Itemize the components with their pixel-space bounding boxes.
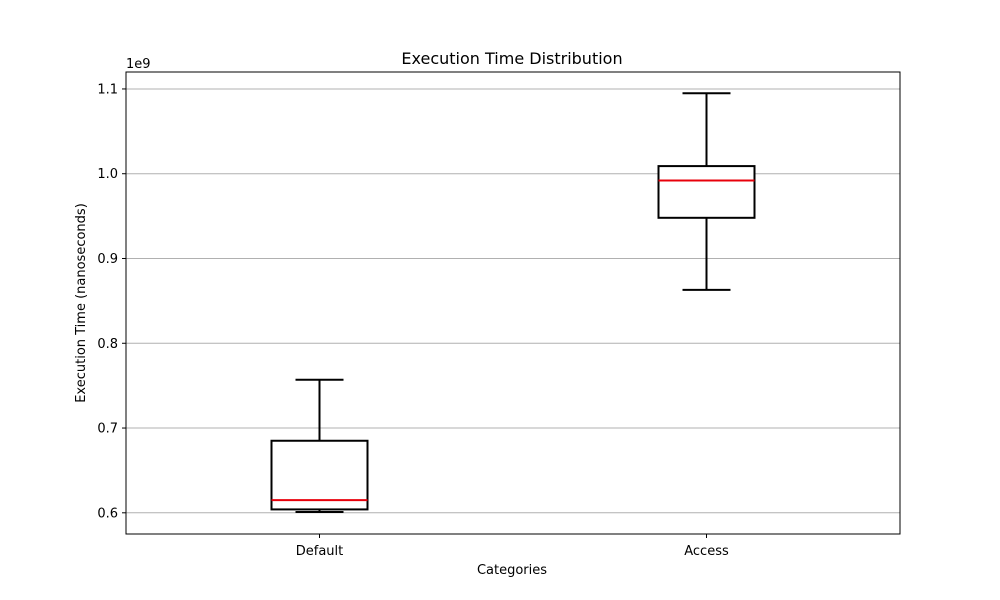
- y-offset-label: 1e9: [126, 57, 151, 72]
- y-tick-label: 0.9: [97, 252, 118, 267]
- box-access: [657, 92, 756, 291]
- x-axis-ticks: Default Access: [296, 534, 729, 559]
- x-tick-label: Access: [684, 544, 729, 559]
- boxes: [270, 92, 756, 513]
- iqr-box: [657, 165, 756, 219]
- y-tick-label: 0.6: [97, 506, 118, 521]
- y-tick-label: 1.1: [97, 82, 118, 97]
- chart-title: Execution Time Distribution: [401, 49, 622, 68]
- x-axis-label: Categories: [477, 563, 547, 578]
- box-default: [270, 378, 369, 513]
- y-tick-label: 0.8: [97, 337, 118, 352]
- plot-area-frame: [125, 71, 901, 535]
- iqr-box: [270, 439, 369, 511]
- grid-lines: [126, 88, 900, 514]
- x-tick-label: Default: [296, 544, 344, 559]
- y-axis-label: Execution Time (nanoseconds): [74, 203, 89, 403]
- y-tick-label: 0.7: [97, 422, 118, 437]
- y-tick-label: 1.0: [97, 167, 118, 182]
- y-axis-ticks: 0.6 0.7 0.8 0.9 1.0 1.1: [97, 82, 126, 521]
